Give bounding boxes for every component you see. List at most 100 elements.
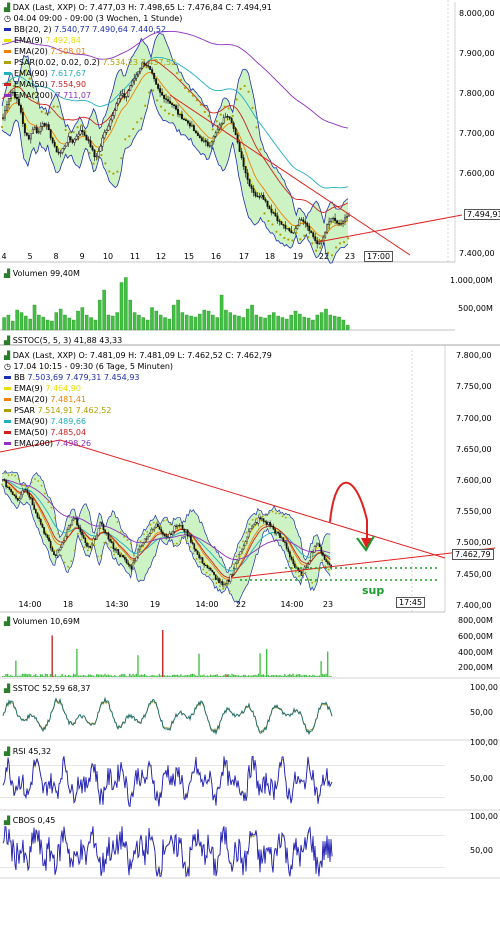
bottom-volume-bar [284, 673, 286, 677]
bottom-candle-body [18, 498, 21, 501]
top-candle-body [312, 232, 315, 238]
bottom-psar-dot [275, 512, 277, 515]
bottom-candle-body [162, 531, 164, 535]
bottom-ytick-7: 7.450,00 [456, 569, 492, 579]
top-candle-body [208, 145, 211, 147]
top-candle-body [17, 98, 20, 106]
bottom-volume-bar [307, 675, 309, 677]
top-volume-bar [241, 317, 246, 331]
top-candle-body [85, 135, 88, 141]
legend-name: EMA(200) [14, 91, 56, 100]
legend-swatch [4, 409, 11, 412]
bottom-volume-bar [201, 675, 203, 677]
bvol-ytick-1: 600,00M [458, 632, 493, 641]
bottom-volume-bar [318, 675, 321, 677]
bottom-volume-bar [96, 674, 98, 677]
bottom-volume-bar [59, 675, 62, 677]
bottom-volume-bar [89, 674, 91, 677]
bottom-candle-body [256, 522, 258, 524]
top-volume-bar [345, 324, 350, 331]
bottom-volume-bar [165, 675, 167, 677]
top-candle-body [190, 125, 193, 127]
top-psar-dot [16, 86, 20, 89]
legend-name: PSAR [14, 406, 38, 415]
bottom-volume-bar [206, 675, 208, 677]
bottom-volume-bar [203, 674, 205, 677]
bottom-candle-body [229, 574, 232, 582]
top-volume-bar [15, 309, 19, 331]
bottom-candle-body [124, 557, 126, 560]
bottom-volume-bar [328, 676, 331, 677]
bottom-volume-bar [99, 674, 101, 677]
legend-swatch [4, 28, 11, 31]
bottom-candle-body [94, 538, 97, 540]
top-volume-bar [272, 312, 276, 331]
bottom-volume-bar [152, 674, 154, 677]
bottom-candle-body [105, 532, 108, 534]
bottom-candle-body [289, 551, 291, 558]
top-candle-body [334, 217, 337, 221]
legend-values: 7.540,77 7.490,64 7.440,52 [54, 25, 167, 34]
top-psar-dot [179, 78, 183, 82]
top-candle-body [210, 141, 213, 147]
top-ytick-5: 7.400,00 [459, 249, 495, 258]
top-volume-bar [106, 314, 111, 331]
bottom-psar-dot [30, 481, 33, 484]
bottom-psar-dot [265, 514, 267, 517]
bottom-candle-body [41, 524, 44, 528]
top-volume-bar [315, 314, 320, 331]
bottom-candle-body [147, 536, 149, 540]
top-candle-body [270, 208, 273, 213]
bottom-volume-bar [310, 676, 312, 677]
bottom-candle-body [84, 538, 87, 543]
bottom-candle-body [69, 524, 72, 526]
top-psar-dot [0, 125, 4, 129]
bottom-candle-body [53, 551, 55, 556]
bottom-candle-body [213, 571, 215, 575]
bottom-legend-item-2: EMA(20) 7.481,41 [4, 394, 86, 405]
bottom-volume-bar [219, 675, 222, 677]
top-psar-dot [243, 84, 246, 88]
bottom-volume-bar [147, 676, 149, 677]
top-xtick-7: 15 [183, 252, 195, 261]
bottom-volume-bar [102, 675, 104, 677]
bottom-psar-dot [14, 474, 17, 477]
bottom-candle-body [114, 548, 116, 551]
top-volume-bar [319, 312, 324, 331]
top-volume-bar [189, 315, 193, 331]
top-candle-body [216, 128, 219, 133]
bottom-candle-body [196, 550, 199, 555]
bottom-candle-body [218, 578, 220, 583]
bottom-volume-bar [23, 673, 25, 677]
bottom-volume-bar [175, 674, 177, 677]
bottom-candle-body [257, 517, 260, 524]
bottom-trendline-up [231, 547, 496, 579]
top-psar-dot [315, 249, 318, 252]
bottom-candle-body [191, 542, 194, 544]
top-psar-dot [299, 238, 302, 241]
top-candle-body [222, 117, 225, 124]
bottom-candle-body [312, 552, 314, 554]
top-candle-body [77, 133, 80, 137]
top-volume-bar [302, 316, 306, 331]
bottom-psar-dot [248, 523, 251, 526]
bottom-volume-bar [130, 675, 133, 677]
bottom-candle-body [82, 534, 85, 539]
bottom-volume-bar [72, 673, 75, 677]
bottom-psar-dot [17, 478, 20, 480]
bottom-candle-body [35, 509, 37, 514]
bottom-volume-bar [269, 676, 271, 677]
top-candle-body [338, 222, 341, 225]
bottom-volume-bar [43, 676, 45, 677]
top-volume-bar [193, 316, 198, 331]
top-volume-bar [154, 310, 159, 331]
top-candle-body [163, 94, 166, 99]
bottom-psar-dot [40, 484, 43, 487]
top-candle-body [6, 104, 8, 111]
top-candle-body [314, 236, 317, 241]
bottom-xtick-6: 14:00 [280, 600, 304, 609]
top-legend-item-5: EMA(50) 7.554,90 [4, 79, 86, 90]
bottom-psar-dot [146, 530, 149, 533]
top-candle-body [186, 120, 189, 124]
bottom-candle-body [120, 554, 123, 557]
